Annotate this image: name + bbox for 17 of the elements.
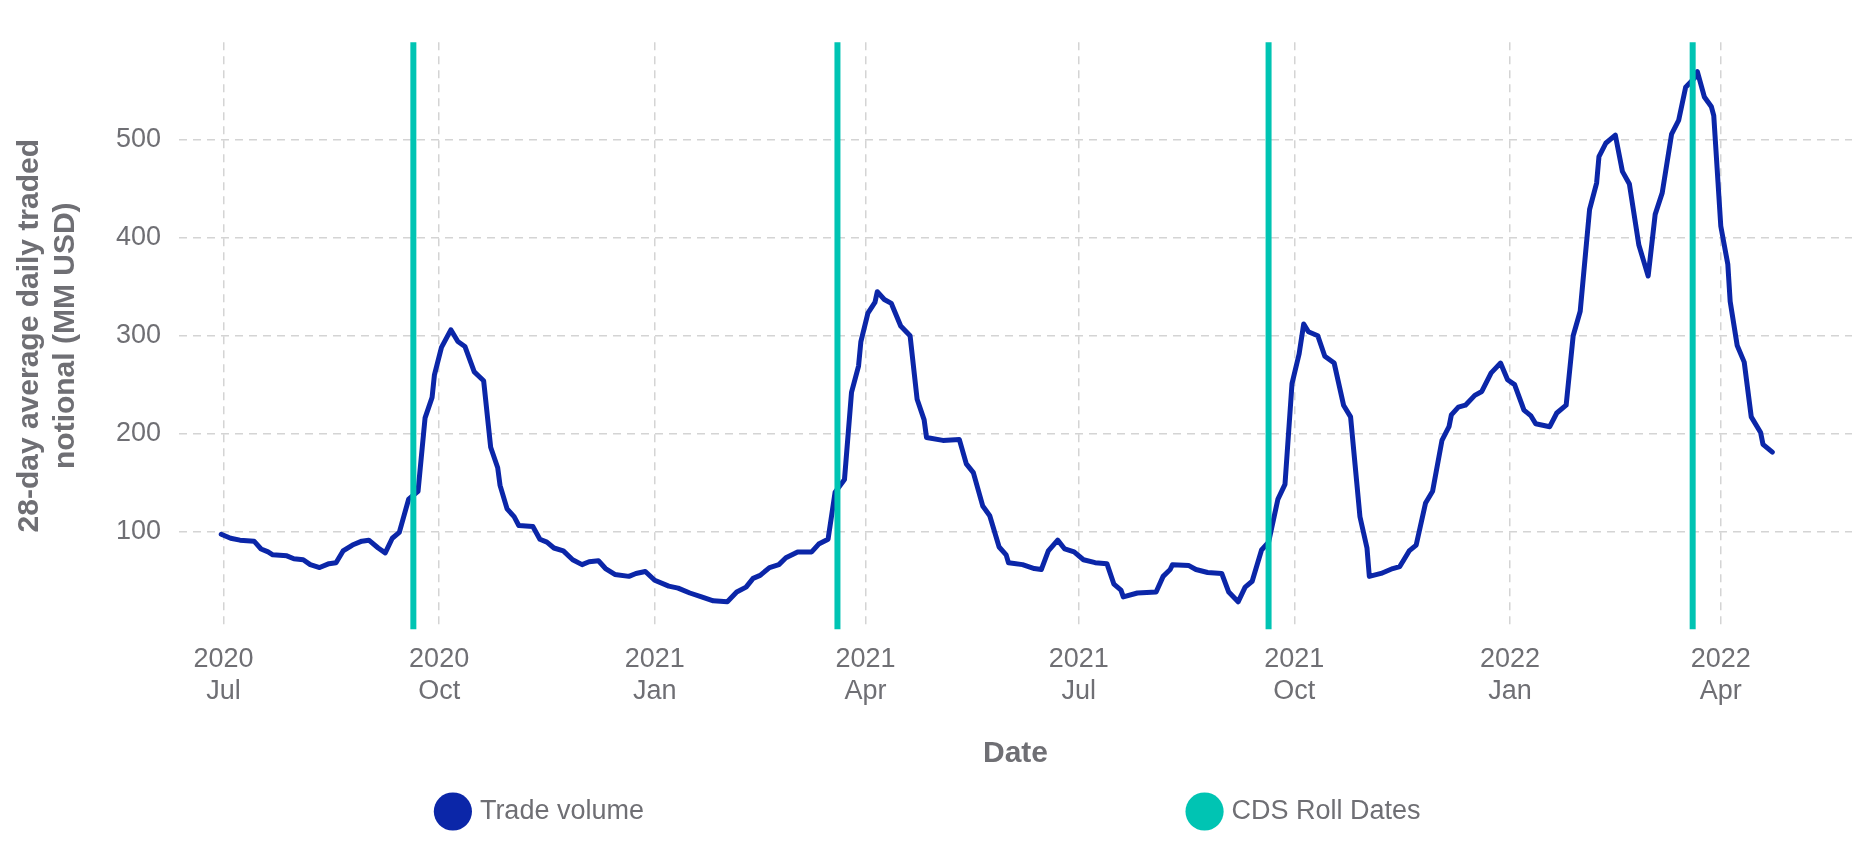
x-tick-label: 2020 Oct bbox=[409, 642, 470, 706]
y-tick-label: 400 bbox=[115, 221, 162, 252]
x-tick-label: 2022 Apr bbox=[1690, 642, 1751, 706]
x-axis-title: Date bbox=[983, 735, 1049, 769]
legend-label: CDS Roll Dates bbox=[1231, 794, 1421, 825]
y-tick-label: 200 bbox=[115, 416, 162, 447]
x-tick-label: 2022 Jan bbox=[1479, 642, 1540, 706]
y-tick-label: 100 bbox=[115, 514, 162, 545]
x-tick-label: 2021 Jan bbox=[624, 642, 685, 706]
legend-label: Trade volume bbox=[479, 794, 1170, 825]
x-tick-label: 2021 Apr bbox=[835, 642, 896, 706]
x-tick-label: 2021 Jul bbox=[1048, 642, 1109, 706]
y-axis-title: 28-day average daily traded notional (MM USD) bbox=[11, 138, 81, 533]
y-tick-label: 300 bbox=[115, 319, 162, 350]
x-tick-label: 2020 Jul bbox=[193, 642, 254, 706]
y-tick-label: 500 bbox=[115, 123, 162, 154]
x-tick-label: 2021 Oct bbox=[1264, 642, 1325, 706]
